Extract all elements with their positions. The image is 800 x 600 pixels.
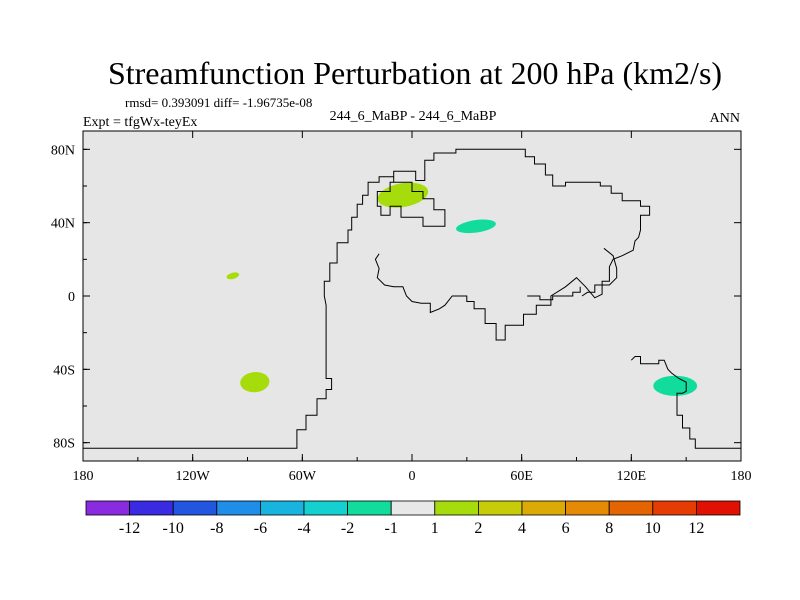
colorbar-swatch: [477, 500, 523, 516]
y-tick-label: 40N: [51, 217, 75, 232]
chart-title: Streamfunction Perturbation at 200 hPa (…: [108, 55, 722, 91]
colorbar-swatch: [85, 500, 130, 516]
map-background: [83, 131, 741, 461]
coastline-0: [83, 148, 651, 449]
x-tick-label: 60W: [289, 469, 317, 484]
colorbar-swatch: [259, 500, 305, 516]
positive-anomaly-tropical-pacific: [226, 272, 240, 280]
colorbar-label: 10: [645, 520, 661, 537]
colorbar-label: -1: [385, 520, 398, 537]
colorbar-swatch: [129, 500, 174, 516]
y-tick-label: 80N: [51, 143, 75, 158]
axis-ticks: 180 120W 60W 0 60E 120E 180 80N 40N 0 40S 80S: [51, 131, 752, 484]
colorbar-label: -2: [341, 520, 354, 537]
x-tick-label: 180: [73, 469, 94, 484]
y-tick-label: 80S: [53, 437, 75, 452]
x-tick-label: 60E: [510, 469, 533, 484]
colorbar-swatch: [390, 500, 436, 516]
case-label: 244_6_MaBP - 244_6_MaBP: [330, 109, 497, 124]
colorbar-swatch: [303, 500, 348, 516]
coastline-layer: [83, 148, 741, 449]
colorbar-swatch: [608, 500, 654, 516]
colorbar-swatch: [172, 500, 218, 516]
colorbar-swatch: [565, 500, 610, 516]
colorbar: -12 -10 -8 -6 -4 -2 -1 1 2 4 6 8 10 12: [85, 500, 741, 537]
x-tick-label: 180: [731, 469, 752, 484]
coastline-1: [581, 247, 618, 297]
x-tick-label: 120W: [176, 469, 211, 484]
colorbar-label: 4: [518, 520, 526, 537]
map-panel: 180 120W 60W 0 60E 120E 180 80N 40N 0 40S 80S: [51, 130, 752, 484]
colorbar-label: -8: [210, 520, 223, 537]
experiment-label: Expt = tfgWx-teyEx: [83, 115, 197, 130]
colorbar-swatch: [696, 500, 741, 516]
colorbar-swatch: [216, 500, 261, 516]
colorbar-label: -6: [254, 520, 267, 537]
colorbar-swatch: [652, 500, 697, 516]
colorbar-label: 12: [688, 520, 704, 537]
colorbar-label: 2: [474, 520, 482, 537]
colorbar-label: 8: [605, 520, 613, 537]
y-tick-label: 0: [68, 290, 75, 305]
colorbar-label: -10: [163, 520, 184, 537]
colorbar-label: 1: [431, 520, 439, 537]
colorbar-label: -12: [119, 520, 140, 537]
colorbar-swatch: [521, 500, 566, 516]
coastline-2: [527, 286, 581, 301]
x-tick-label: 120E: [617, 469, 647, 484]
colorbar-swatch: [347, 500, 392, 516]
stats-label: rmsd= 0.393091 diff= -1.96735e-08: [125, 95, 312, 110]
negative-anomaly-middle-east: [456, 219, 496, 234]
colorbar-label: 6: [562, 520, 570, 537]
colorbar-swatch: [434, 500, 479, 516]
negative-anomaly-south-of-australia: [653, 375, 698, 396]
colorbar-label: -4: [297, 520, 310, 537]
y-tick-label: 40S: [53, 363, 75, 378]
x-tick-label: 0: [409, 469, 416, 484]
season-label: ANN: [710, 111, 740, 126]
positive-anomaly-south-pacific: [240, 372, 270, 393]
coastline-3: [630, 356, 741, 449]
